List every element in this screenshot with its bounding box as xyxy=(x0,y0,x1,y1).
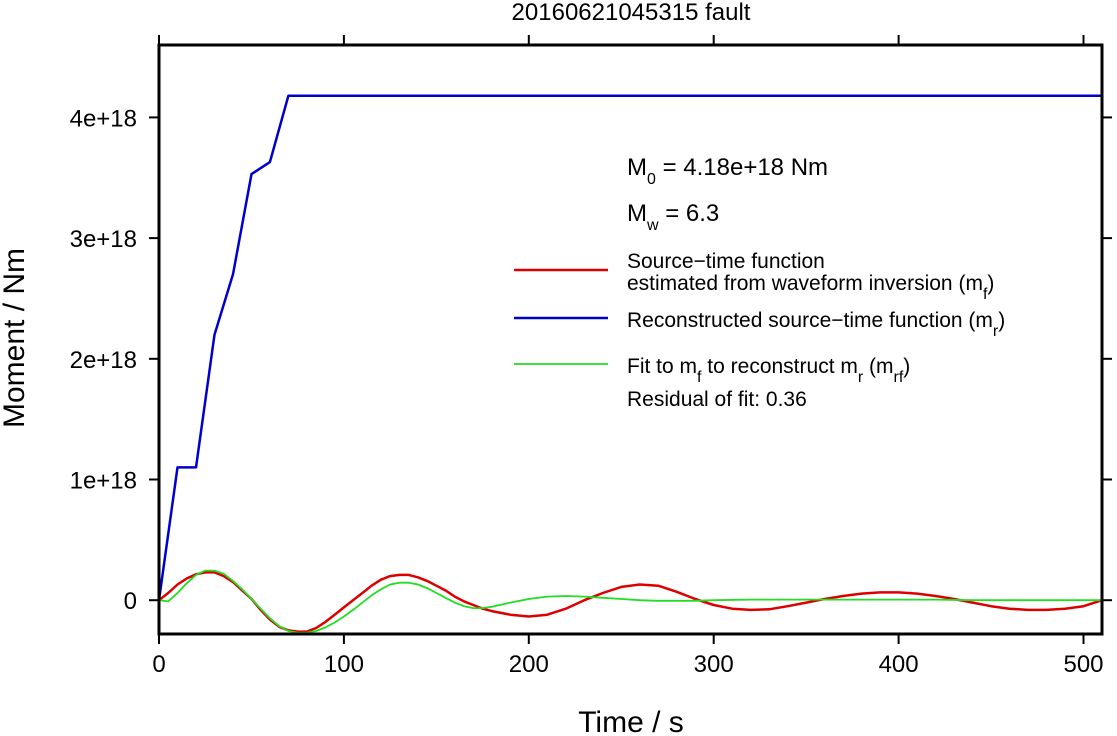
series-layer xyxy=(157,94,1103,634)
y-tick-label: 1e+18 xyxy=(70,468,137,495)
series-line-fit xyxy=(158,569,1102,634)
x-tick-label: 0 xyxy=(152,651,165,678)
y-tick-label: 4e+18 xyxy=(70,105,137,132)
x-tick-label: 400 xyxy=(879,651,919,678)
legend-label-source-time-function-2: estimated from waveform inversion (mf) xyxy=(627,272,994,303)
x-tick-label: 300 xyxy=(694,651,734,678)
residual-annotation: Residual of fit: 0.36 xyxy=(627,388,807,411)
y-tick-label: 2e+18 xyxy=(70,347,137,374)
y-axis: 0 1e+18 2e+18 3e+18 4e+18 xyxy=(70,105,1112,615)
y-tick-label: 0 xyxy=(124,588,137,615)
x-axis: 0 100 200 300 400 500 xyxy=(152,35,1104,678)
x-tick-label: 500 xyxy=(1063,651,1103,678)
series-line-source-time-function xyxy=(158,571,1103,633)
moment-magnitude-annotation: Mw = 6.3 xyxy=(627,200,719,234)
legend-label-reconstructed: Reconstructed source−time function (mr) xyxy=(627,309,1005,340)
annotations: M0 = 4.18e+18 Nm Mw = 6.3 xyxy=(627,154,828,234)
x-axis-label: Time / s xyxy=(578,706,684,736)
y-tick-label: 3e+18 xyxy=(70,226,137,253)
x-tick-label: 100 xyxy=(324,651,364,678)
legend-label-fit: Fit to mf to reconstruct mr (mrf) xyxy=(627,355,910,386)
seismic-moment-annotation: M0 = 4.18e+18 Nm xyxy=(627,154,828,188)
plot-frame xyxy=(157,43,1104,636)
series-line-reconstructed xyxy=(157,94,1102,601)
y-axis-label: Moment / Nm xyxy=(0,248,31,428)
chart-title: 20160621045315 fault xyxy=(512,0,751,26)
x-tick-label: 200 xyxy=(509,651,549,678)
legend-label-source-time-function: Source−time function xyxy=(627,250,825,273)
